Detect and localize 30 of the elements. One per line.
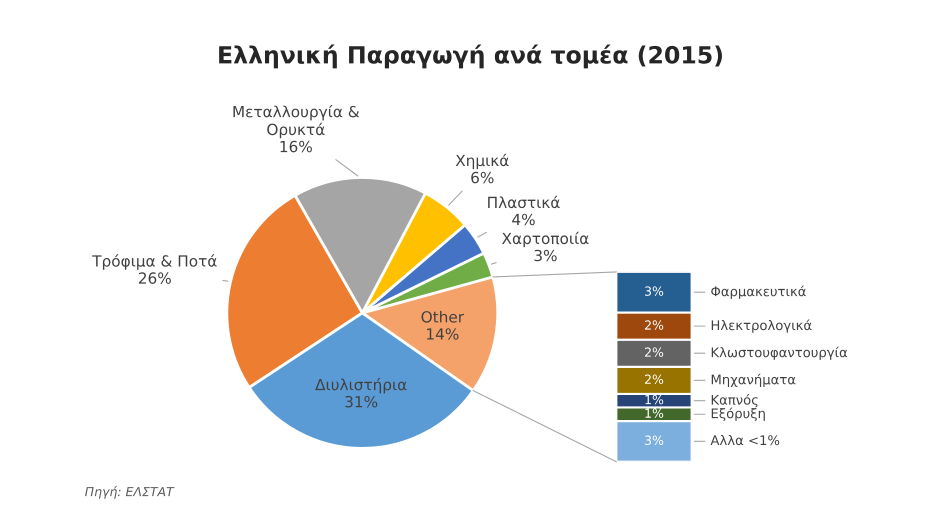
series-label: Ηλεκτρολογικά <box>712 319 812 333</box>
slice-label: Χαρτοποιία <box>502 232 589 248</box>
data-label: 26% <box>138 272 171 284</box>
series-label: Αλλα <1% <box>710 434 780 446</box>
slice-label: Διυλιστήρια <box>315 378 407 394</box>
slice-label: Χημικά <box>456 154 509 170</box>
slice-label: Πλαστικά <box>488 196 560 208</box>
data-label: 1% <box>645 394 664 404</box>
data-label: 3% <box>534 250 557 262</box>
slice-label: Other <box>422 310 464 323</box>
series-label: Καπνός <box>712 394 758 408</box>
data-label: 2% <box>644 347 664 357</box>
data-label: 1% <box>645 408 664 418</box>
series-label: Φαρμακευτικά <box>711 286 806 299</box>
text: Πηγή: ΕΛΣΤΑΤ <box>85 486 174 499</box>
data-label: 2% <box>644 374 664 384</box>
data-label: 6% <box>471 172 494 184</box>
data-label: 31% <box>345 396 378 408</box>
series-label: Εξόρυξη <box>712 408 765 421</box>
data-label: 3% <box>645 286 664 296</box>
data-label: 3% <box>645 436 664 445</box>
slice-label: Τρόφιμα & Ποτά <box>92 254 217 270</box>
data-label: 2% <box>644 320 664 330</box>
series-label: Μηχανήματα <box>712 374 796 388</box>
series-label: Κλωστουφαντουργία <box>712 346 848 360</box>
data-label: 14% <box>427 328 458 340</box>
chart-title: Ελληνική Παραγωγή ανά τομέα (2015) <box>219 44 722 68</box>
slice-label: Μεταλλουργία & Ορυκτά <box>233 104 360 138</box>
data-label: 16% <box>280 140 312 152</box>
data-label: 4% <box>512 214 535 226</box>
